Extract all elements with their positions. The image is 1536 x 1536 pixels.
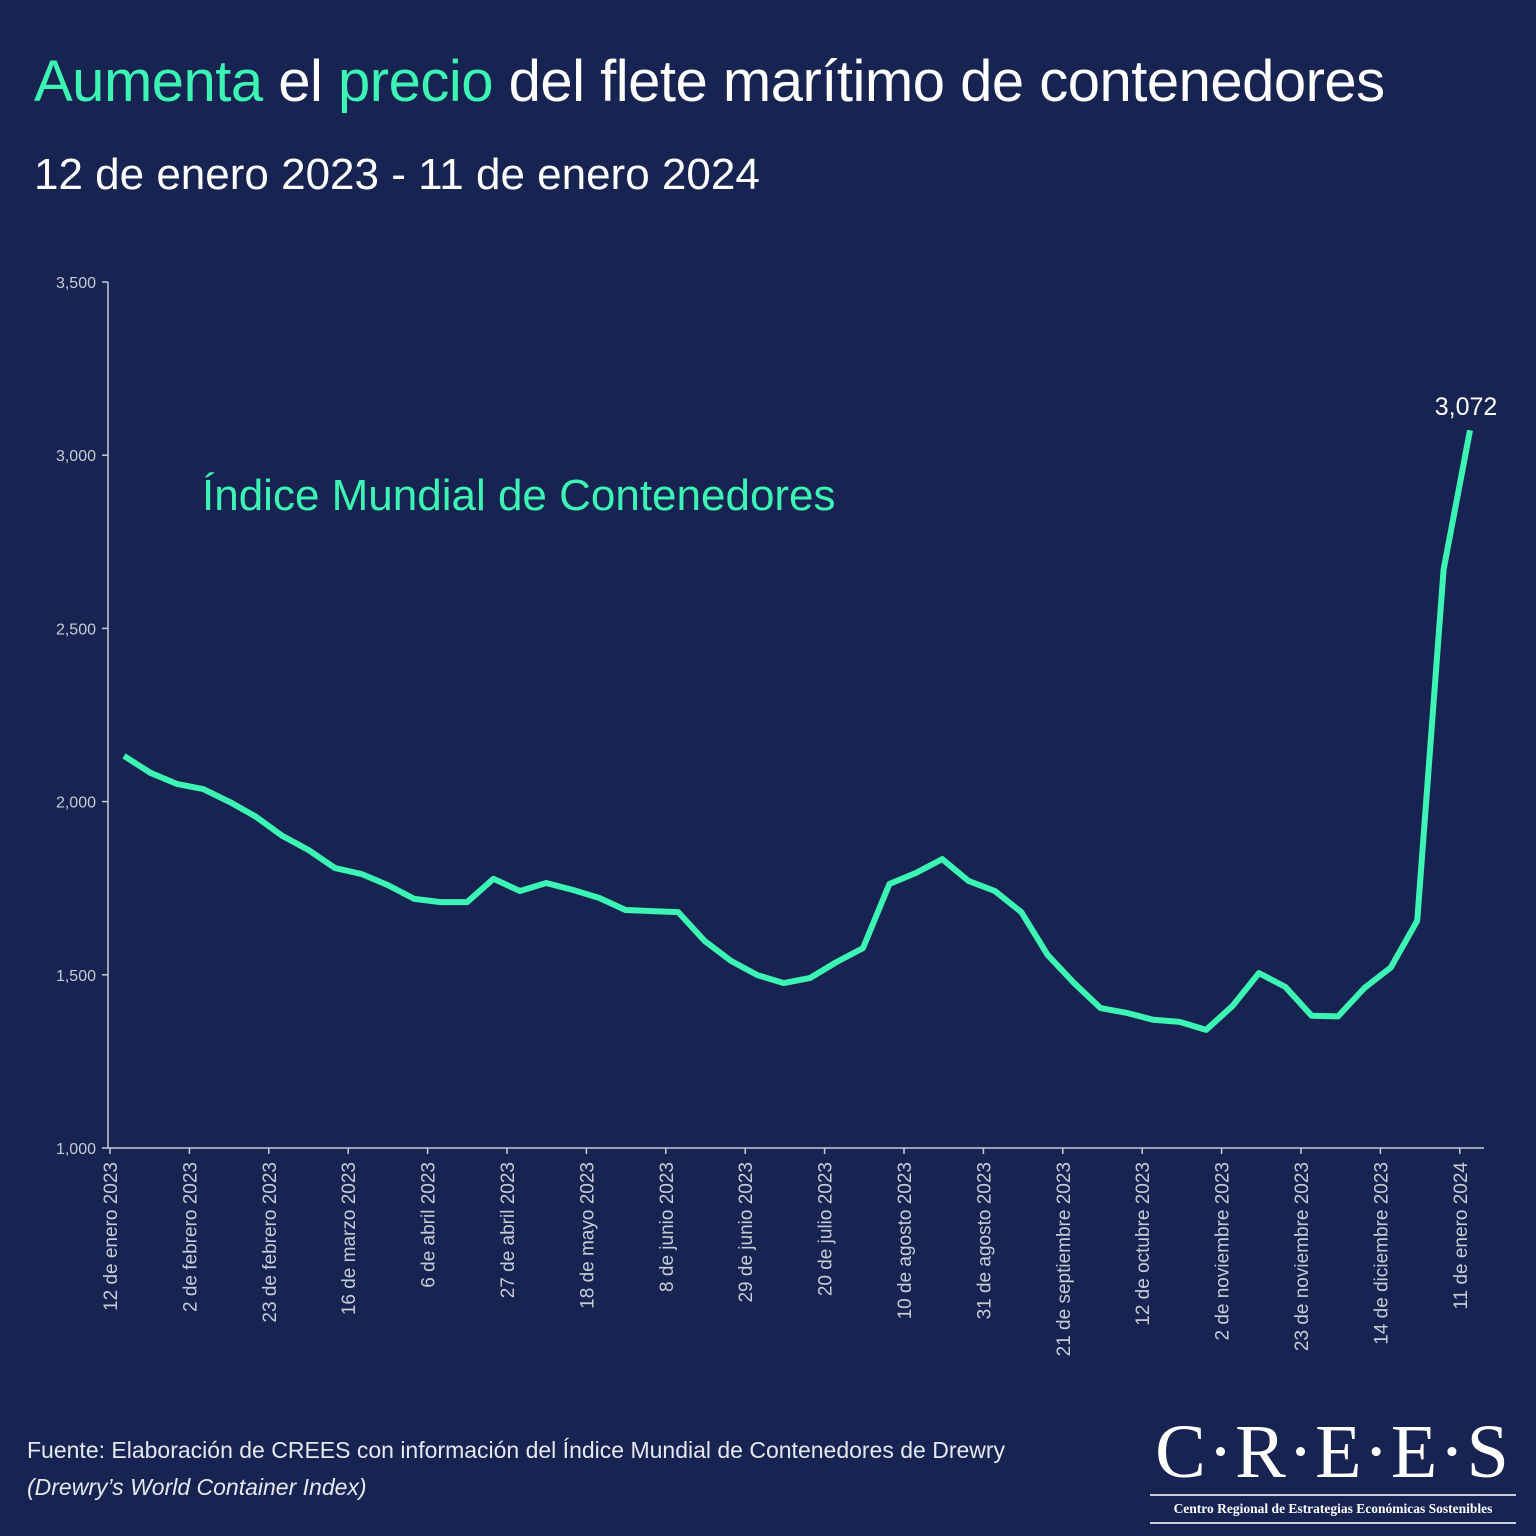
y-tick-label: 1,500: [56, 968, 96, 985]
page-title: Aumenta el precio del flete marítimo de …: [34, 48, 1385, 115]
y-tick-label: 1,000: [56, 1141, 96, 1158]
x-tick-label: 6 de abril 2023: [419, 1162, 440, 1288]
x-tick-label: 31 de agosto 2023: [974, 1162, 995, 1319]
x-tick-label: 23 de febrero 2023: [260, 1162, 281, 1323]
x-tick-label: 11 de enero 2024: [1451, 1162, 1472, 1310]
source-italic: (Drewry’s World Container Index): [27, 1474, 367, 1500]
y-tick-label: 2,000: [56, 795, 96, 812]
y-tick-label: 2,500: [56, 621, 96, 638]
y-axis: 1,000 1,500 2,000 2,500 3,000 3,500: [56, 275, 109, 1158]
x-tick-label: 18 de mayo 2023: [577, 1162, 598, 1309]
series-label: Índice Mundial de Contenedores: [202, 471, 836, 520]
y-tick-label: 3,500: [56, 275, 96, 292]
x-tick-label: 12 de octubre 2023: [1133, 1162, 1154, 1326]
x-tick-label: 12 de enero 2023: [101, 1162, 122, 1311]
page-subtitle: 12 de enero 2023 - 11 de enero 2024: [34, 150, 760, 199]
logo-subtitle: Centro Regional de Estrategias Económica…: [1150, 1494, 1516, 1524]
title-highlight-precio: precio: [338, 49, 494, 114]
x-tick-label: 8 de junio 2023: [657, 1162, 678, 1292]
x-tick-label: 14 de diciembre 2023: [1371, 1162, 1392, 1345]
title-highlight-aumenta: Aumenta: [34, 49, 263, 114]
x-tick-label: 23 de noviembre 2023: [1292, 1162, 1313, 1351]
end-value-label: 3,072: [1435, 393, 1498, 421]
logo-mark: C·R·E·E·S: [1155, 1410, 1511, 1494]
crees-logo: C·R·E·E·S Centro Regional de Estrategias…: [1150, 1412, 1516, 1524]
title-text: del flete marítimo de contenedores: [493, 49, 1386, 114]
x-tick-label: 29 de junio 2023: [736, 1162, 757, 1303]
x-tick-label: 20 de julio 2023: [816, 1162, 837, 1296]
source-note: Fuente: Elaboración de CREES con informa…: [27, 1432, 1005, 1506]
x-tick-label: 21 de septiembre 2023: [1054, 1162, 1075, 1356]
source-text: Fuente: Elaboración de CREES con informa…: [27, 1437, 1006, 1463]
x-axis: 12 de enero 2023 2 de febrero 2023 23 de f…: [101, 1147, 1484, 1356]
x-tick-label: 27 de abril 2023: [498, 1162, 519, 1298]
x-tick-label: 2 de noviembre 2023: [1213, 1162, 1234, 1341]
x-tick-label: 16 de marzo 2023: [339, 1162, 360, 1315]
title-text: el: [262, 49, 339, 114]
x-tick-label: 2 de febrero 2023: [180, 1162, 201, 1312]
series-line: [122, 429, 1473, 1033]
x-tick-label: 10 de agosto 2023: [895, 1162, 916, 1319]
y-tick-label: 3,000: [56, 448, 96, 465]
